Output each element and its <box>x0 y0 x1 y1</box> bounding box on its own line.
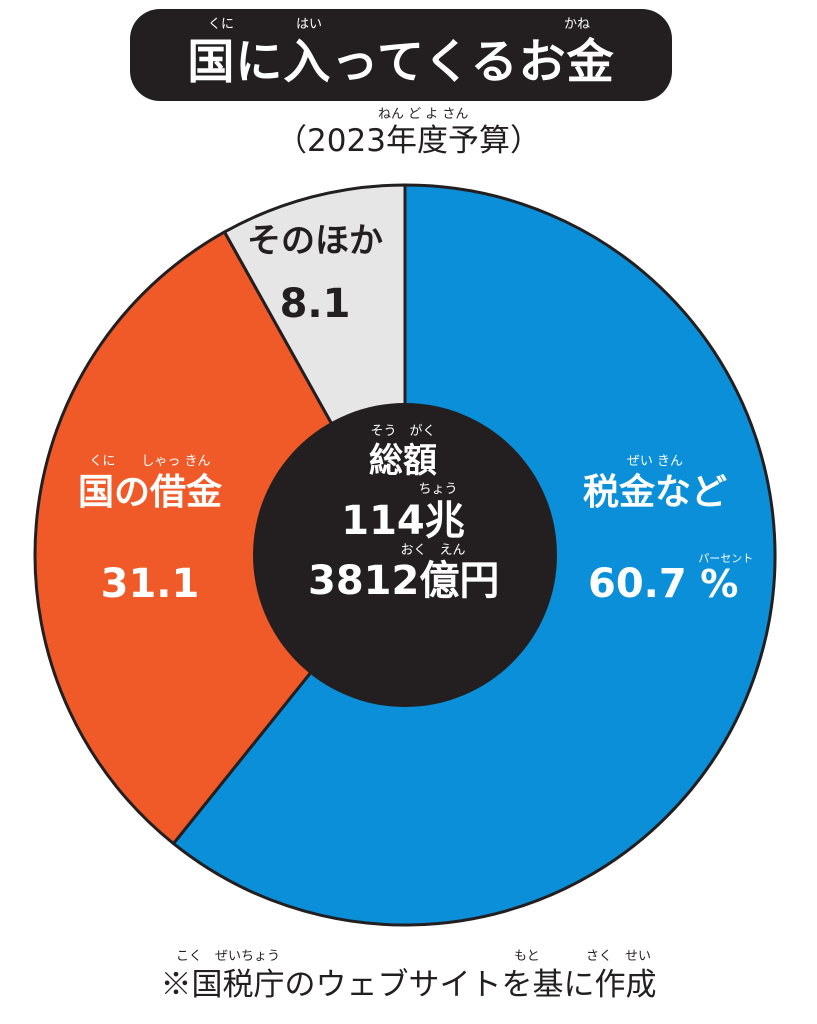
percent-ruby: パーセント <box>698 552 754 565</box>
slice-name-other: そのほか <box>247 221 383 261</box>
slice-value-tax-group: 60.7 パーセント % <box>588 552 753 608</box>
percent-sign-text: % <box>700 562 739 606</box>
title-banner: くに はい かね 国に入ってくるお金 <box>130 9 672 101</box>
slice-value-other: 8.1 <box>279 281 351 327</box>
center-disc <box>253 403 557 707</box>
page-title: 国に入ってくるお金 <box>187 35 615 90</box>
footer-ruby-left: こく ぜいちょう <box>176 949 281 964</box>
slice-ruby-tax: ぜい きん <box>626 454 684 469</box>
slice-value-tax: 60.7 <box>588 561 687 607</box>
title-ruby-kane: かね <box>564 17 591 32</box>
source-note: ※国税庁のウェブサイトを基に作成 <box>160 967 657 1003</box>
slice-name-debt: 国の借金 <box>77 472 222 513</box>
footer-ruby-moto: もと <box>514 949 540 964</box>
center-line2-ruby: おく えん <box>400 543 466 558</box>
center-heading: 総額 <box>369 441 437 481</box>
center-line1-ruby: ちょう <box>418 482 458 497</box>
slice-value-debt: 31.1 <box>100 561 200 607</box>
slice-debt <box>33 230 407 846</box>
page-subtitle: （2023年度予算） <box>276 123 541 159</box>
percent-sign: パーセント % <box>698 552 753 608</box>
center-total: そう がく 総額 ちょう 114兆 おく えん 3812億円 <box>308 424 500 604</box>
slice-name-tax: 税金など <box>582 472 727 513</box>
title-ruby-kuni: くに <box>208 17 235 32</box>
center-line2: 3812億円 <box>308 558 500 604</box>
slice-label-debt: くに しゃっ きん 国の借金 <box>60 455 240 515</box>
footer-ruby-right: さく せい <box>586 949 652 964</box>
center-heading-ruby: そう がく <box>370 424 436 439</box>
slice-ruby-debt: くに しゃっ きん <box>89 454 211 469</box>
title-ruby-hai: はい <box>296 17 323 32</box>
center-line1: 114兆 <box>341 498 465 544</box>
subtitle-ruby: ねん ど よ さん <box>378 107 469 122</box>
slice-label-tax: ぜい きん 税金など <box>560 455 750 515</box>
